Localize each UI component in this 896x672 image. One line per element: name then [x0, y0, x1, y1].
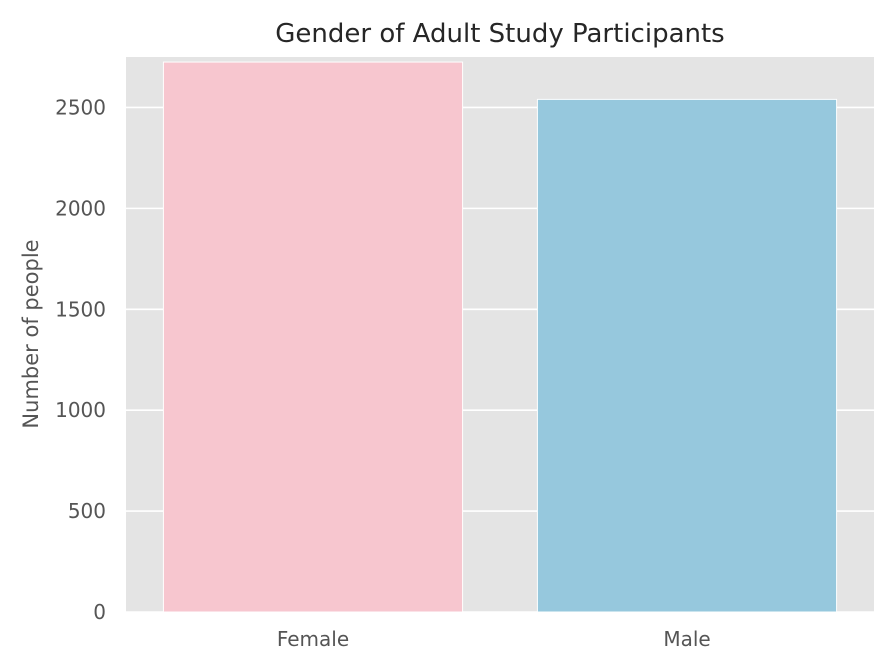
y-tick-label-1000: 1000	[55, 398, 106, 422]
x-tick-label-female: Female	[277, 627, 349, 651]
y-tick-label-1500: 1500	[55, 297, 106, 321]
bars	[162, 61, 838, 613]
y-tick-label-500: 500	[68, 499, 106, 523]
y-axis-ticks: 0 500 1000 1500 2000 2500	[55, 95, 106, 624]
x-tick-label-male: Male	[663, 627, 710, 651]
bar-male	[536, 98, 838, 613]
y-axis-label: Number of people	[19, 239, 43, 428]
y-tick-label-2000: 2000	[55, 196, 106, 220]
y-tick-label-2500: 2500	[55, 95, 106, 119]
y-tick-label-0: 0	[93, 600, 106, 624]
chart-title: Gender of Adult Study Participants	[275, 19, 724, 49]
bar-female	[162, 61, 464, 613]
x-axis-ticks: Female Male	[277, 627, 711, 651]
